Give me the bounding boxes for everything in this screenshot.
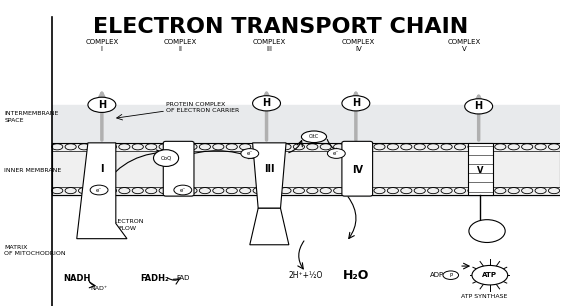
Bar: [52, 143, 560, 195]
Polygon shape: [252, 143, 286, 208]
Text: FAD: FAD: [176, 275, 190, 281]
Ellipse shape: [301, 131, 327, 142]
Text: ATP SYNTHASE: ATP SYNTHASE: [461, 294, 508, 299]
Text: H: H: [352, 98, 360, 108]
Circle shape: [472, 266, 508, 285]
Text: ATP: ATP: [482, 272, 498, 278]
Text: H: H: [263, 98, 270, 108]
FancyBboxPatch shape: [342, 141, 373, 196]
Text: H₂O: H₂O: [343, 269, 369, 282]
Circle shape: [90, 185, 108, 195]
Circle shape: [174, 185, 192, 195]
Text: V: V: [476, 166, 483, 175]
Text: NADH: NADH: [63, 274, 90, 283]
Bar: [467, 143, 493, 195]
FancyBboxPatch shape: [163, 141, 194, 196]
Text: ADP+P: ADP+P: [430, 272, 454, 278]
Ellipse shape: [469, 220, 505, 243]
Text: e⁻: e⁻: [96, 188, 102, 192]
Circle shape: [342, 96, 370, 111]
Text: COMPLEX
II: COMPLEX II: [163, 39, 197, 52]
Ellipse shape: [154, 150, 178, 166]
Polygon shape: [250, 208, 289, 245]
Text: IV: IV: [352, 165, 363, 175]
Text: FADH₂: FADH₂: [140, 274, 169, 283]
Text: III: III: [264, 164, 274, 174]
Text: e⁻: e⁻: [333, 151, 339, 156]
Text: NAD⁺: NAD⁺: [90, 286, 108, 291]
Text: H: H: [98, 100, 106, 110]
Text: ELECTRON TRANSPORT CHAIN: ELECTRON TRANSPORT CHAIN: [93, 17, 468, 37]
Text: INTERMEMBRANE
SPACE: INTERMEMBRANE SPACE: [4, 111, 58, 122]
Bar: [52, 105, 560, 196]
Text: CoQ: CoQ: [160, 156, 172, 161]
Circle shape: [465, 99, 493, 114]
Text: COMPLEX
III: COMPLEX III: [252, 39, 286, 52]
Circle shape: [328, 149, 345, 158]
Text: COMPLEX
I: COMPLEX I: [85, 39, 118, 52]
Circle shape: [443, 271, 458, 279]
Text: e⁻: e⁻: [247, 151, 253, 156]
Circle shape: [88, 97, 116, 112]
Text: I: I: [100, 164, 104, 174]
Text: PROTEIN COMPLEX
OF ELECTRON CARRIER: PROTEIN COMPLEX OF ELECTRON CARRIER: [166, 102, 240, 114]
Text: COMPLEX
V: COMPLEX V: [448, 39, 481, 52]
Text: 2H⁺+½O: 2H⁺+½O: [288, 271, 323, 280]
Text: CitC: CitC: [309, 134, 319, 139]
Text: MATRIX
OF MITOCHODRION: MATRIX OF MITOCHODRION: [4, 245, 66, 256]
Text: P: P: [449, 273, 452, 278]
Text: ELECTRON
FLOW: ELECTRON FLOW: [111, 220, 144, 231]
Polygon shape: [77, 143, 127, 239]
Text: H: H: [475, 101, 482, 111]
Text: e⁻: e⁻: [180, 188, 186, 192]
Circle shape: [252, 96, 280, 111]
Circle shape: [241, 149, 259, 158]
Text: INNER MEMBRANE: INNER MEMBRANE: [4, 168, 62, 173]
Text: COMPLEX
IV: COMPLEX IV: [342, 39, 375, 52]
